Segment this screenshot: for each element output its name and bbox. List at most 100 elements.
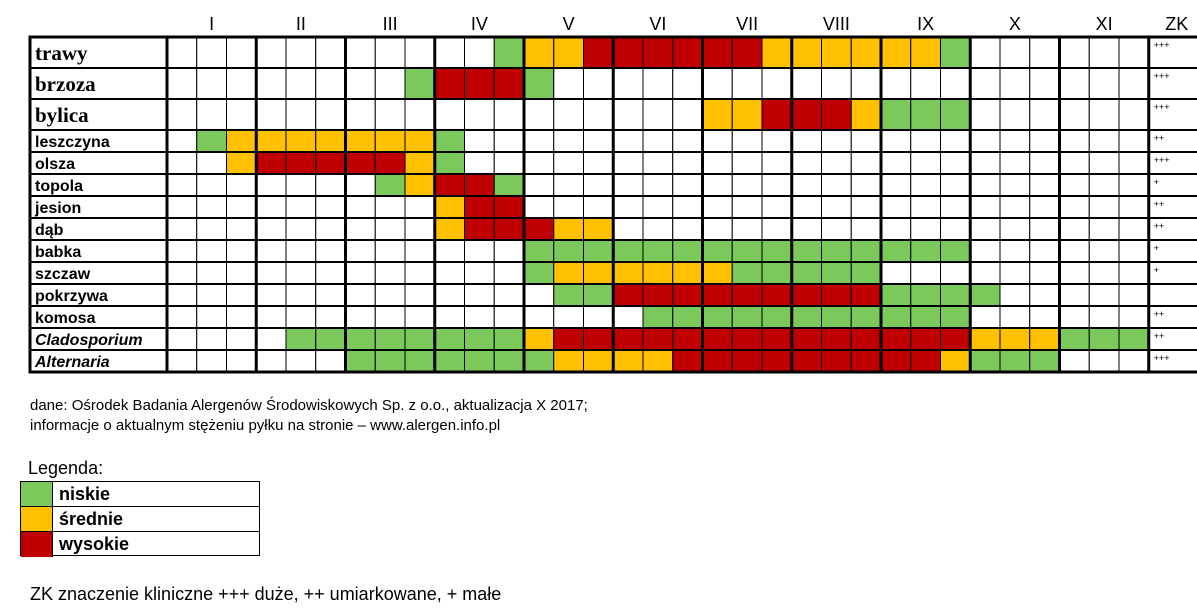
cell-jesion-14 <box>583 195 614 219</box>
cell-pokrzywa-4 <box>285 283 317 307</box>
cell-bylica-26 <box>940 98 971 131</box>
cell-dąb-16 <box>642 217 674 241</box>
legend-swatch-wysokie <box>21 532 53 557</box>
cell-jesion-27 <box>969 195 1001 219</box>
cell-komosa-5 <box>315 305 346 329</box>
source-line-1: dane: Ośrodek Badania Alergenów Środowis… <box>30 397 588 414</box>
cell-olsza-3 <box>255 151 287 175</box>
cell-babka-6 <box>345 239 376 263</box>
cell-brzoza-26 <box>940 67 971 100</box>
zk-value-dąb: ++ <box>1154 221 1165 231</box>
row-label-bylica: bylica <box>35 103 89 127</box>
cell-komosa-19 <box>731 305 763 329</box>
cell-olsza-8 <box>404 151 436 175</box>
cell-bylica-13 <box>553 98 584 131</box>
cell-dąb-31 <box>1088 217 1120 241</box>
cell-pokrzywa-24 <box>880 283 912 307</box>
cell-topola-21 <box>791 173 822 197</box>
cell-babka-2 <box>226 239 257 263</box>
cell-Cladosporium-25 <box>910 327 941 351</box>
cell-dąb-22 <box>821 217 852 241</box>
cell-brzoza-8 <box>404 67 436 100</box>
cell-bylica-0 <box>166 98 198 131</box>
cell-babka-19 <box>731 239 763 263</box>
cell-trawy-27 <box>969 36 1001 69</box>
cell-szczaw-4 <box>285 261 317 285</box>
cell-leszczyna-25 <box>910 129 941 153</box>
cell-Alternaria-22 <box>821 349 852 373</box>
cell-pokrzywa-10 <box>464 283 495 307</box>
zk-value-trawy: +++ <box>1154 40 1170 50</box>
cell-brzoza-0 <box>166 67 198 100</box>
month-label-VIII: VIII <box>823 14 850 34</box>
cell-leszczyna-31 <box>1088 129 1120 153</box>
cell-babka-15 <box>612 239 644 263</box>
cell-komosa-31 <box>1088 305 1120 329</box>
cell-brzoza-11 <box>493 67 525 100</box>
cell-Cladosporium-26 <box>940 327 971 351</box>
cell-olsza-15 <box>612 151 644 175</box>
cell-olsza-32 <box>1118 151 1150 175</box>
cell-olsza-7 <box>374 151 406 175</box>
cell-Cladosporium-4 <box>285 327 317 351</box>
cell-komosa-29 <box>1029 305 1060 329</box>
cell-dąb-32 <box>1118 217 1150 241</box>
cell-trawy-14 <box>583 36 614 69</box>
cell-szczaw-14 <box>583 261 614 285</box>
cell-Cladosporium-27 <box>969 327 1001 351</box>
cell-bylica-8 <box>404 98 436 131</box>
cell-topola-7 <box>374 173 406 197</box>
cell-leszczyna-17 <box>672 129 703 153</box>
cell-pokrzywa-3 <box>255 283 287 307</box>
cell-dąb-28 <box>999 217 1031 241</box>
cell-topola-22 <box>821 173 852 197</box>
cell-dąb-21 <box>791 217 822 241</box>
legend: niskie średnie wysokie <box>20 481 260 557</box>
cell-Alternaria-14 <box>583 349 614 373</box>
zk-value-leszczyna: ++ <box>1154 133 1165 143</box>
cell-jesion-29 <box>1029 195 1060 219</box>
cell-olsza-12 <box>523 151 555 175</box>
cell-pokrzywa-22 <box>821 283 852 307</box>
cell-komosa-6 <box>345 305 376 329</box>
cell-olsza-24 <box>880 151 912 175</box>
cell-trawy-25 <box>910 36 941 69</box>
cell-Alternaria-30 <box>1059 349 1090 373</box>
cell-leszczyna-5 <box>315 129 346 153</box>
cell-szczaw-7 <box>374 261 406 285</box>
cell-szczaw-8 <box>404 261 436 285</box>
cell-dąb-18 <box>702 217 733 241</box>
cell-olsza-27 <box>969 151 1001 175</box>
cell-bylica-18 <box>702 98 733 131</box>
cell-leszczyna-3 <box>255 129 287 153</box>
cell-trawy-2 <box>226 36 257 69</box>
cell-olsza-19 <box>731 151 763 175</box>
cell-olsza-6 <box>345 151 376 175</box>
cell-babka-5 <box>315 239 346 263</box>
cell-Alternaria-24 <box>880 349 912 373</box>
cell-pokrzywa-23 <box>850 283 882 307</box>
zk-footnote: ZK znaczenie kliniczne +++ duże, ++ umia… <box>30 584 502 604</box>
cell-topola-11 <box>493 173 525 197</box>
month-label-IV: IV <box>471 14 488 34</box>
cell-pokrzywa-1 <box>196 283 227 307</box>
zk-header: ZK <box>1165 14 1188 34</box>
cell-dąb-7 <box>374 217 406 241</box>
cell-pokrzywa-20 <box>761 283 793 307</box>
cell-pokrzywa-29 <box>1029 283 1060 307</box>
cell-leszczyna-0 <box>166 129 198 153</box>
cell-topola-32 <box>1118 173 1150 197</box>
legend-label-niskie: niskie <box>59 484 111 504</box>
cell-olsza-5 <box>315 151 346 175</box>
cell-olsza-4 <box>285 151 317 175</box>
cell-jesion-9 <box>434 195 465 219</box>
row-label-babka: babka <box>35 244 81 261</box>
cell-Alternaria-7 <box>374 349 406 373</box>
cell-pokrzywa-31 <box>1088 283 1120 307</box>
cell-szczaw-23 <box>850 261 882 285</box>
cell-olsza-13 <box>553 151 584 175</box>
cell-olsza-30 <box>1059 151 1090 175</box>
cell-brzoza-5 <box>315 67 346 100</box>
zk-value-jesion: ++ <box>1154 199 1165 209</box>
cell-szczaw-26 <box>940 261 971 285</box>
